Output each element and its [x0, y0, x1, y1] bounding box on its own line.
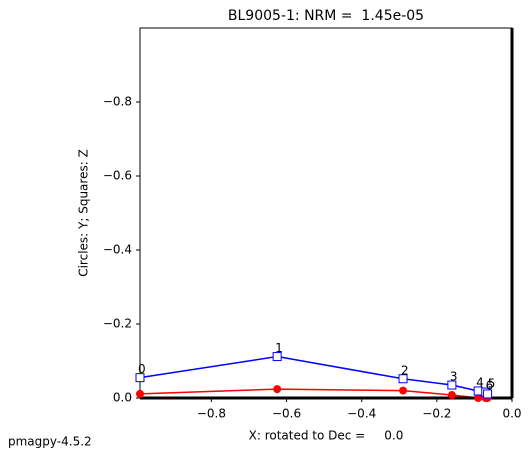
x-tick-label: 0.0: [502, 407, 521, 421]
z-point: [398, 374, 408, 384]
y-tick-label: 0.0: [113, 391, 132, 405]
point-label: 1: [275, 341, 283, 355]
x-tick-label: −0.6: [272, 407, 301, 421]
z-point: [135, 373, 145, 383]
y-tick-label: −0.2: [103, 317, 132, 331]
y-tick-label: −0.8: [103, 95, 132, 109]
y-point: [399, 386, 408, 395]
y-tick-label: −0.6: [103, 169, 132, 183]
x-tick-label: −0.4: [347, 407, 376, 421]
y-axis-label: Circles: Y; Squares: Z: [77, 149, 91, 277]
z-point: [272, 352, 282, 362]
y-point: [447, 391, 456, 400]
point-label: 5: [488, 377, 496, 391]
x-tick-label: −0.2: [422, 407, 451, 421]
x-axis-label: X: rotated to Dec = 0.0: [249, 429, 404, 443]
y-point: [474, 394, 483, 402]
point-label: 3: [450, 370, 458, 384]
series-line: [139, 355, 489, 395]
chart-title: BL9005-1: NRM = 1.45e-05: [228, 8, 424, 24]
x-tick-label: −0.8: [197, 407, 226, 421]
footer: pmagpy-4.5.2: [8, 435, 92, 449]
y-point: [273, 385, 282, 394]
point-label: 4: [476, 375, 484, 389]
y-point: [136, 389, 144, 398]
point-label: 6: [486, 378, 494, 392]
plot-frame: [139, 27, 513, 399]
y-tick-label: −0.4: [103, 243, 132, 257]
z-point: [483, 389, 493, 399]
point-label: 0: [138, 362, 146, 376]
point-label: 2: [401, 363, 409, 377]
z-point: [447, 380, 457, 390]
